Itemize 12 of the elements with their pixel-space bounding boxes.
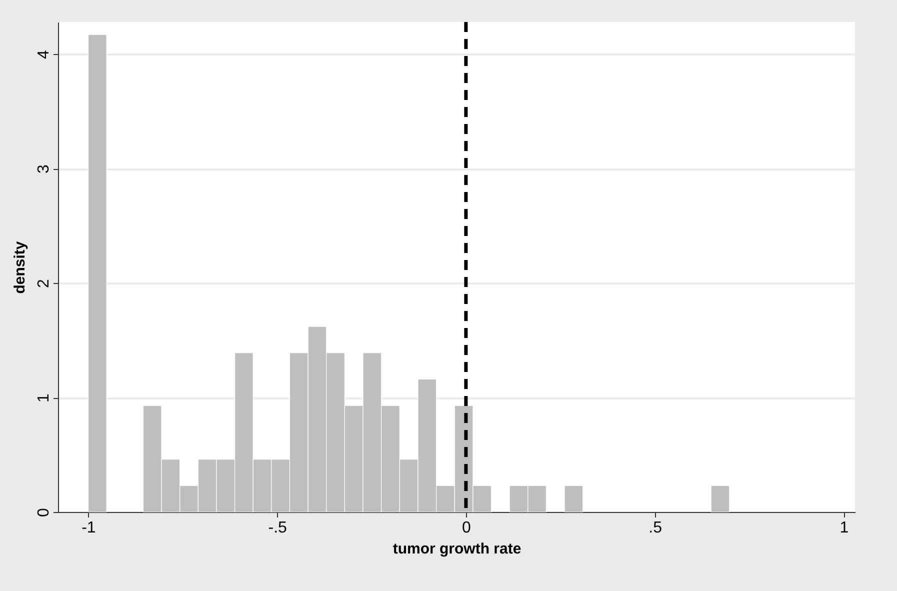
y-axis-title: density <box>12 240 28 294</box>
y-tick-label: 0 <box>36 508 52 517</box>
x-tick-label: 1 <box>840 520 849 536</box>
y-tick-label: 4 <box>36 50 52 60</box>
x-tick-label: .5 <box>648 520 662 536</box>
y-tick-label: 3 <box>36 164 52 174</box>
x-tick-label: -1 <box>82 520 96 536</box>
y-tick-label: 2 <box>36 278 52 288</box>
x-tick-label: -.5 <box>268 520 288 536</box>
x-axis-title: tumor growth rate <box>392 540 522 558</box>
x-tick-label: 0 <box>462 520 471 536</box>
y-tick-label: 1 <box>36 393 52 402</box>
